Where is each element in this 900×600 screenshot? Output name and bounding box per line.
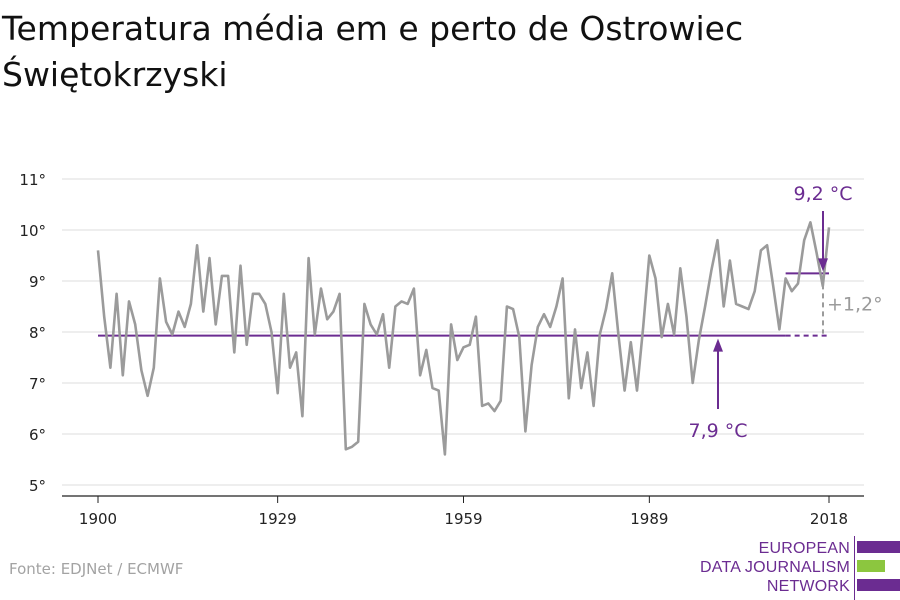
y-tick-label-9: 9° [29,273,46,291]
x-tick-label-2018: 2018 [810,510,848,528]
y-tick-label-7: 7° [29,375,46,393]
logo-separator [854,536,855,600]
logo-bar-purple-bottom [857,579,900,591]
source-note: Fonte: EDJNet / ECMWF [9,560,184,578]
y-tick-label-8: 8° [29,324,46,342]
grid-lines [62,178,864,486]
edjnet-logo: EUROPEAN DATA JOURNALISM NETWORK [700,536,900,600]
x-tick-label-1900: 1900 [79,510,117,528]
y-axis-ticks: 5° 6° 7° 8° 9° 10° 11° [19,171,46,495]
difference-label: +1,2° [827,293,883,315]
x-axis-ticks: 1900 1929 1959 1989 2018 [79,496,848,528]
baseline-mean-label: 7,9 °C [688,420,747,442]
x-tick-label-1929: 1929 [259,510,297,528]
y-tick-label-10: 10° [19,222,46,240]
recent-arrow-head [818,258,828,272]
annotations: +1,2° 9,2 °C 7,9 °C [688,183,882,442]
reference-lines [98,272,829,337]
page-title: Temperatura média em e perto de Ostrowie… [2,9,744,94]
x-tick-label-1959: 1959 [444,510,482,528]
baseline-arrow-head [713,338,723,352]
logo-line-3: NETWORK [766,578,850,595]
series-line-annual-mean-temperature [96,221,831,456]
x-tick-label-1989: 1989 [630,510,668,528]
logo-bar-green [857,560,885,572]
logo-line-2: DATA JOURNALISM [700,559,850,576]
logo-bar-purple-top [857,541,900,553]
y-tick-label-11: 11° [19,171,46,189]
recent-mean-label: 9,2 °C [793,183,852,205]
y-tick-label-5: 5° [29,477,46,495]
logo-line-1: EUROPEAN [758,540,850,557]
y-tick-label-6: 6° [29,426,46,444]
